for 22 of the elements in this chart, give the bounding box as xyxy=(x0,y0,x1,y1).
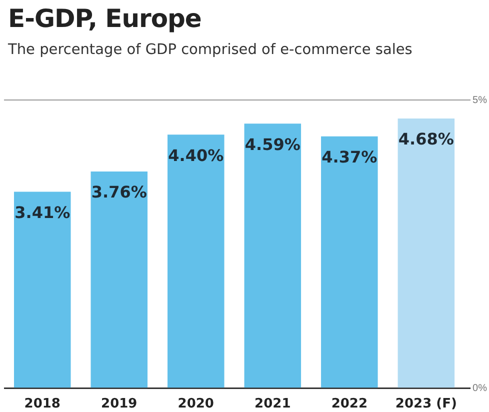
data-label: 4.68% xyxy=(398,130,454,149)
bar xyxy=(90,172,148,388)
y-tick-label: 0% xyxy=(472,383,488,394)
x-tick-label: 2023 (F) xyxy=(395,396,457,412)
bar xyxy=(321,136,378,388)
data-label: 4.37% xyxy=(322,147,378,166)
data-label: 3.41% xyxy=(14,202,70,222)
bar xyxy=(168,134,224,388)
x-tick-label: 2018 xyxy=(24,396,60,412)
bar xyxy=(14,192,71,388)
bar xyxy=(398,118,455,388)
x-tick-label: 2020 xyxy=(178,396,214,412)
x-tick-label: 2021 xyxy=(254,396,291,412)
chart-title: E-GDP, Europe xyxy=(8,4,202,33)
bar xyxy=(244,124,302,388)
data-label: 3.76% xyxy=(91,182,147,202)
data-label: 4.59% xyxy=(244,134,300,154)
x-tick-label: 2022 xyxy=(331,396,368,412)
x-tick-label: 2019 xyxy=(101,396,138,412)
data-label: 4.40% xyxy=(168,146,224,165)
y-tick-label: 5% xyxy=(472,94,488,106)
chart-subtitle: The percentage of GDP comprised of e-commerce sales xyxy=(8,42,412,58)
